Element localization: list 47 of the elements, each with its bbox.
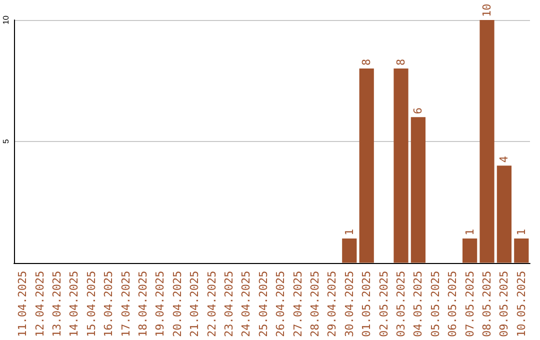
x-tick-label: 13.04.2025 [50, 270, 64, 338]
bar [342, 238, 357, 263]
x-tick-label: 19.04.2025 [154, 270, 167, 338]
x-tick-label: 14.04.2025 [68, 270, 81, 338]
data-label: 8 [360, 58, 374, 66]
x-tick-label: 02.05.2025 [377, 270, 390, 338]
bar [410, 117, 426, 263]
data-label: 1 [463, 228, 476, 236]
x-tick-label: 04.05.2025 [412, 270, 425, 338]
bar [394, 68, 408, 263]
x-tick-label: 25.04.2025 [256, 270, 270, 338]
x-tick-label: 20.04.2025 [170, 270, 184, 338]
x-tick-label: 26.04.2025 [274, 270, 288, 338]
x-tick-label: 01.05.2025 [360, 270, 374, 338]
x-tick-label: 07.05.2025 [463, 270, 476, 338]
x-tick-label: 23.04.2025 [222, 270, 236, 338]
x-tick-label: 03.05.2025 [394, 270, 408, 338]
x-tick-label: 08.05.2025 [480, 270, 494, 338]
x-tick-label: 18.04.2025 [136, 270, 150, 338]
bar [496, 166, 512, 263]
x-tick-label: 11.04.2025 [16, 270, 30, 338]
data-label: 4 [498, 156, 511, 163]
x-tick-label: 15.04.2025 [84, 270, 98, 338]
bar [480, 20, 494, 263]
x-tick-label: 28.04.2025 [308, 270, 322, 338]
x-tick-label: 16.04.2025 [102, 270, 116, 338]
x-tick-label: 10.05.2025 [514, 270, 528, 338]
bar [359, 68, 374, 263]
x-tick-label: 24.04.2025 [240, 270, 253, 338]
x-tick-label: 27.04.2025 [291, 270, 304, 338]
x-tick-label: 12.04.2025 [33, 270, 46, 338]
bar [462, 238, 478, 263]
x-tick-label: 30.04.2025 [342, 270, 356, 338]
data-label: 8 [394, 58, 408, 66]
x-tick-label: 09.05.2025 [498, 270, 511, 338]
x-tick-label: 29.04.2025 [326, 270, 339, 338]
x-tick-label: 06.05.2025 [446, 270, 460, 338]
x-tick-label: 05.05.2025 [428, 270, 442, 338]
y-tick-label: 5 [2, 138, 10, 144]
x-tick-label: 22.04.2025 [205, 270, 218, 338]
data-label: 1 [514, 228, 528, 236]
x-tick-label: 21.04.2025 [188, 270, 202, 338]
bar [514, 238, 529, 263]
x-tick-label: 17.04.2025 [119, 270, 132, 338]
data-label: 1 [342, 228, 356, 236]
data-label: 10 [480, 4, 494, 17]
data-label: 6 [412, 107, 425, 114]
